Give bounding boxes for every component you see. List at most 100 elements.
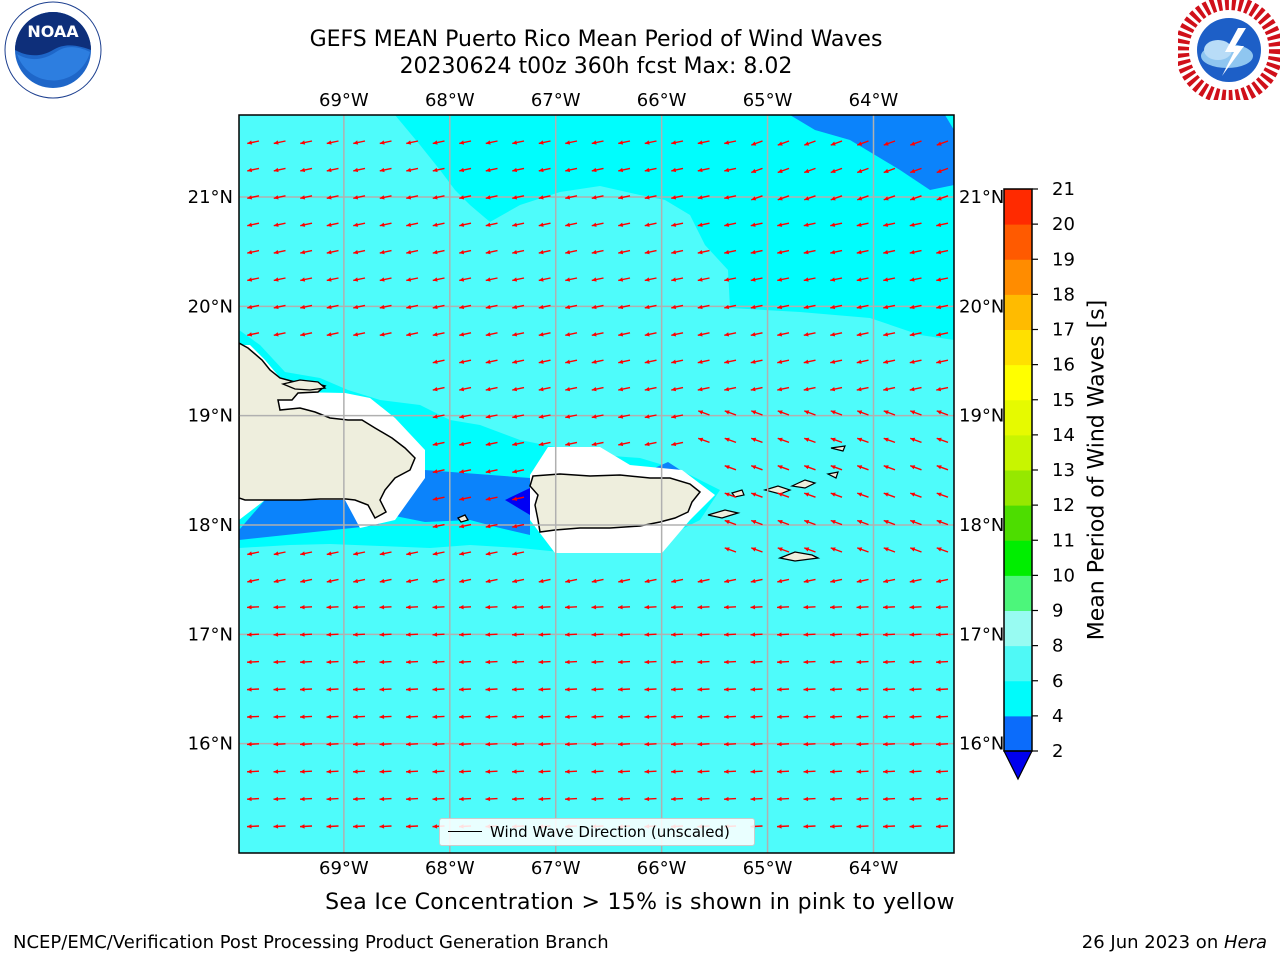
wind-wave-arrow <box>856 659 869 665</box>
wind-wave-arrow <box>564 769 578 774</box>
wind-wave-arrow <box>935 605 949 610</box>
wind-wave-arrow <box>618 277 631 282</box>
wind-wave-arrow <box>644 687 657 692</box>
wind-wave-arrow <box>750 632 763 637</box>
wind-wave-arrow <box>538 386 551 392</box>
wind-wave-arrow <box>353 222 366 227</box>
wind-wave-arrow <box>909 796 922 802</box>
wind-wave-arrow <box>432 332 445 337</box>
wind-wave-arrow <box>273 167 286 173</box>
wind-wave-arrow <box>246 769 260 774</box>
wind-wave-arrow <box>326 824 339 829</box>
wind-wave-arrow <box>777 222 790 227</box>
wind-wave-arrow <box>485 304 498 310</box>
wind-wave-arrow <box>750 304 763 310</box>
wind-wave-arrow <box>882 824 896 829</box>
wind-wave-arrow <box>697 359 710 364</box>
wind-wave-arrow <box>936 195 949 201</box>
colorbar-segment <box>1004 610 1032 647</box>
colorbar-tick-label: 4 <box>1052 706 1063 727</box>
wind-wave-arrow <box>909 437 922 444</box>
wind-wave-arrow <box>882 742 896 747</box>
wind-wave-arrow <box>909 222 922 227</box>
longitude-label: 65°W <box>743 90 793 111</box>
wind-wave-arrow <box>724 519 737 526</box>
wind-wave-arrow <box>671 277 684 282</box>
wind-wave-arrow <box>538 742 551 747</box>
wind-wave-arrow <box>644 332 657 337</box>
land-culebra <box>731 489 745 498</box>
wind-wave-arrow <box>776 687 790 692</box>
colorbar-segment <box>1004 364 1032 401</box>
wind-wave-arrow <box>458 769 472 774</box>
wind-wave-arrow <box>618 167 631 173</box>
wind-wave-arrow <box>776 742 790 747</box>
wind-wave-arrow <box>565 277 578 282</box>
wind-wave-arrow <box>909 547 922 553</box>
wind-wave-arrow <box>936 492 949 498</box>
wind-wave-arrow <box>352 769 366 774</box>
wind-wave-arrow <box>617 742 631 747</box>
latitude-label: 20°N <box>959 296 1004 317</box>
wind-wave-arrow <box>538 359 551 364</box>
wind-wave-arrow <box>538 632 551 637</box>
wind-wave-arrow <box>459 304 472 310</box>
wind-wave-arrow <box>644 277 657 282</box>
colorbar-under-arrow <box>1003 750 1033 781</box>
land-virgin-islands-1 <box>762 485 792 495</box>
wind-wave-arrow <box>856 605 869 610</box>
wind-wave-arrow <box>830 492 843 498</box>
wind-wave-arrow <box>379 605 392 610</box>
colorbar-segment <box>1004 505 1032 541</box>
wind-wave-arrow <box>856 140 869 146</box>
wind-wave-arrow <box>565 167 578 173</box>
wind-wave-arrow <box>750 249 763 255</box>
wind-wave-arrow <box>935 796 949 802</box>
wind-wave-arrow <box>246 742 260 747</box>
wind-wave-arrow <box>485 496 498 501</box>
wind-wave-arrow <box>564 742 578 747</box>
wind-wave-arrow <box>591 632 604 637</box>
wind-wave-arrow <box>459 167 472 173</box>
wind-wave-arrow <box>247 551 260 556</box>
wind-wave-arrow <box>405 769 419 774</box>
wind-wave-arrow <box>246 605 260 610</box>
wind-wave-arrow <box>644 414 657 419</box>
wind-wave-arrow <box>538 605 551 610</box>
wind-wave-arrow <box>538 769 551 774</box>
wind-wave-arrow <box>564 714 578 719</box>
wind-wave-arrow <box>883 410 896 416</box>
wind-wave-arrow <box>882 605 896 610</box>
wind-wave-arrow <box>697 632 710 637</box>
wind-wave-arrow <box>538 195 551 200</box>
wind-wave-arrow <box>299 605 313 610</box>
wind-wave-arrow <box>803 519 816 526</box>
wind-wave-arrow <box>697 769 710 774</box>
wind-wave-arrow <box>299 796 313 802</box>
wind-wave-arrow <box>936 547 949 553</box>
wind-wave-arrow <box>830 519 843 526</box>
wind-wave-arrow <box>432 551 445 556</box>
wind-wave-arrow <box>750 769 763 774</box>
wind-wave-arrow <box>538 167 551 173</box>
colorbar-segment <box>1004 259 1032 295</box>
wind-wave-arrow <box>856 769 869 774</box>
wind-wave-arrow <box>724 547 737 553</box>
wind-wave-arrow <box>671 195 684 200</box>
latitude-label: 17°N <box>959 624 1004 645</box>
wind-wave-arrow <box>803 249 816 255</box>
wind-wave-arrow <box>565 332 578 337</box>
wind-wave-arrow <box>485 632 498 637</box>
wind-wave-arrow <box>352 824 366 829</box>
wind-wave-arrow <box>353 140 366 145</box>
wind-wave-arrow <box>724 578 737 584</box>
wind-wave-arrow <box>273 605 286 610</box>
wind-wave-arrow <box>803 167 816 174</box>
wind-wave-arrow <box>909 249 922 255</box>
colorbar-tick-label: 19 <box>1052 249 1075 270</box>
wind-wave-arrow <box>670 659 684 665</box>
colorbar-tick-label: 12 <box>1052 495 1075 516</box>
wind-wave-arrow <box>750 386 763 392</box>
wind-wave-arrow <box>803 359 816 364</box>
wind-wave-arrow <box>697 249 710 255</box>
